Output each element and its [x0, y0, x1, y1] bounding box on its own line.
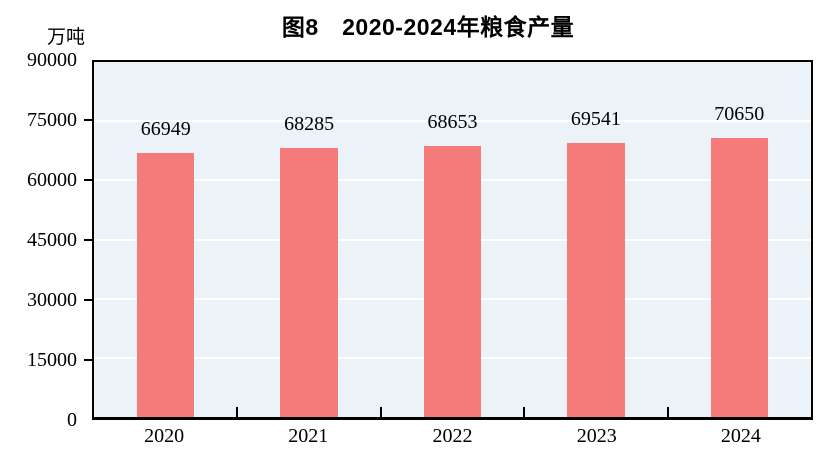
- bar-value-label: 66949: [140, 117, 191, 140]
- y-axis-tick-label: 90000: [27, 49, 77, 71]
- bar-2021: [280, 147, 338, 417]
- y-axis-tick-label: 0: [67, 409, 77, 431]
- x-axis-tick-labels: 2020 2021 2022 2023 2024: [92, 425, 813, 451]
- x-axis-tick-label: 2020: [144, 425, 185, 447]
- x-axis-tick-label: 2024: [720, 425, 761, 447]
- y-axis-tick: [84, 298, 92, 301]
- y-axis-tick-label: 30000: [27, 289, 77, 311]
- plot-area: 66949 68285 68653 69541 70650: [92, 60, 813, 420]
- bar-2020: [137, 152, 195, 417]
- x-axis-tick: [379, 407, 382, 417]
- y-axis-tick-marks: [84, 60, 92, 420]
- y-axis-tick: [84, 178, 92, 181]
- bar-2024: [710, 138, 768, 417]
- x-axis-tick: [666, 407, 669, 417]
- x-axis-tick-label: 2023: [576, 425, 617, 447]
- gridline: [94, 120, 811, 123]
- bar-2023: [567, 142, 625, 417]
- y-axis-tick-label: 45000: [27, 229, 77, 251]
- x-axis-tick: [523, 407, 526, 417]
- bar-value-label: 68285: [284, 112, 335, 135]
- bar-value-label: 70650: [714, 103, 765, 126]
- y-axis-tick-label: 15000: [27, 349, 77, 371]
- bar-2022: [423, 146, 482, 417]
- y-axis-unit-label: 万吨: [46, 27, 85, 48]
- y-axis-tick-labels: 0 15000 30000 45000 60000 75000 90000: [0, 50, 84, 430]
- y-axis-tick: [84, 239, 92, 241]
- bar-value-label: 68653: [427, 111, 478, 134]
- y-axis-tick: [84, 359, 92, 361]
- x-axis-tick-label: 2021: [288, 425, 329, 447]
- x-axis-tick: [236, 407, 239, 417]
- plot-inner: 66949 68285 68653 69541 70650: [94, 62, 811, 417]
- y-axis-tick: [84, 118, 92, 121]
- chart-title: 图8 2020-2024年粮食产量: [281, 14, 575, 40]
- x-axis-tick-label: 2022: [432, 425, 473, 447]
- bar-value-label: 69541: [570, 107, 621, 130]
- y-axis-tick-label: 75000: [27, 109, 77, 131]
- y-axis-tick-label: 60000: [27, 169, 77, 191]
